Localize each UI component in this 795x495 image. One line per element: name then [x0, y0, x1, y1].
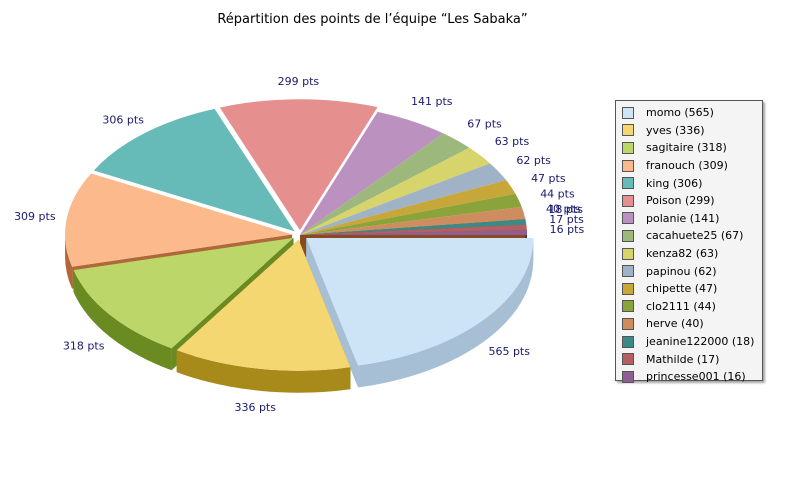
data-label-franouch: 309 pts: [14, 210, 56, 223]
legend-label: cacahuete25 (67): [646, 229, 744, 243]
chart-title: Répartition des points de l’équipe “Les …: [217, 12, 528, 27]
legend-item-franouch: franouch (309): [622, 157, 762, 175]
data-label-sagitaire: 318 pts: [63, 340, 105, 353]
pie-slice-king: [93, 108, 295, 232]
legend-item-Mathilde: Mathilde (17): [622, 350, 762, 368]
pie-slice-side-franouch: [65, 234, 73, 289]
legend-label: sagitaire (318): [646, 141, 727, 155]
legend-label: jeanine122000 (18): [646, 335, 755, 349]
pie-slice-kenza82: [300, 147, 491, 235]
legend-swatch: [622, 177, 634, 190]
data-label-princesse001: 16 pts: [550, 223, 585, 236]
data-label-Poison: 299 pts: [278, 75, 320, 88]
pie-slice-princesse001: [300, 230, 527, 235]
legend-label: clo2111 (44): [646, 299, 716, 313]
legend-item-jeanine122000: jeanine122000 (18): [622, 333, 762, 351]
legend-item-cacahuete25: cacahuete25 (67): [622, 227, 762, 245]
pie-slice-Poison: [219, 99, 378, 231]
legend-item-chipette: chipette (47): [622, 280, 762, 298]
pie-slice-franouch: [65, 173, 293, 267]
pie-slice-clo2111: [300, 193, 522, 235]
pie-slice-sagitaire: [73, 237, 294, 349]
legend-swatch: [622, 265, 634, 278]
chart-legend: momo (565) yves (336) sagitaire (318) frano…: [615, 100, 763, 383]
data-label-momo: 565 pts: [488, 345, 530, 358]
pie-slice-momo: [306, 237, 534, 366]
data-label-chipette: 47 pts: [531, 172, 566, 185]
legend-label: papinou (62): [646, 264, 717, 278]
legend-item-Poison: Poison (299): [622, 192, 762, 210]
legend-item-polanie: polanie (141): [622, 210, 762, 228]
legend-item-momo: momo (565): [622, 104, 762, 122]
pie-slice-jeanine122000: [300, 219, 527, 235]
legend-label: kenza82 (63): [646, 247, 719, 261]
legend-swatch: [622, 335, 634, 348]
legend-item-herve: herve (40): [622, 315, 762, 333]
legend-swatch: [622, 159, 634, 172]
legend-label: Poison (299): [646, 194, 715, 208]
legend-item-kenza82: kenza82 (63): [622, 245, 762, 263]
legend-swatch: [622, 194, 634, 207]
data-label-herve: 40 pts: [546, 202, 581, 215]
legend-swatch: [622, 212, 634, 225]
data-label-polanie: 141 pts: [411, 95, 453, 108]
pie-slice-side-momo: [358, 237, 534, 388]
legend-swatch: [622, 141, 634, 154]
data-label-yves: 336 pts: [234, 401, 276, 414]
legend-label: Mathilde (17): [646, 352, 720, 366]
data-label-clo2111: 44 pts: [540, 187, 575, 200]
pie-slice-cacahuete25: [300, 133, 470, 235]
legend-swatch: [622, 229, 634, 242]
pie-slice-chipette: [300, 180, 516, 235]
legend-item-sagitaire: sagitaire (318): [622, 139, 762, 157]
pie-slice-edge-momo: [306, 237, 359, 388]
legend-swatch: [622, 106, 634, 119]
legend-swatch: [622, 124, 634, 137]
pie-chart: 565 pts 336 pts 318 pts 309 pts 306 pts 299 p…: [14, 75, 585, 414]
legend-item-king: king (306): [622, 174, 762, 192]
legend-label: yves (336): [646, 123, 705, 137]
data-label-kenza82: 63 pts: [495, 135, 530, 148]
data-label-jeanine122000: 18 pts: [548, 203, 583, 216]
legend-label: momo (565): [646, 106, 714, 120]
pie-slice-yves: [176, 239, 351, 371]
legend-item-clo2111: clo2111 (44): [622, 298, 762, 316]
pie-slice-side-yves: [176, 350, 351, 393]
legend-label: king (306): [646, 176, 703, 190]
pie-slice-side-sagitaire: [73, 270, 172, 371]
data-label-papinou: 62 pts: [516, 154, 551, 167]
legend-item-yves: yves (336): [622, 122, 762, 140]
legend-swatch: [622, 353, 634, 366]
data-label-king: 306 pts: [102, 113, 144, 126]
legend-label: herve (40): [646, 317, 704, 331]
legend-swatch: [622, 317, 634, 330]
legend-label: chipette (47): [646, 282, 718, 296]
pie-slice-Mathilde: [300, 224, 527, 235]
pie-slice-polanie: [300, 111, 444, 235]
pie-slice-papinou: [300, 163, 507, 235]
legend-swatch: [622, 370, 634, 383]
legend-swatch: [622, 282, 634, 295]
data-label-cacahuete25: 67 pts: [467, 117, 502, 130]
legend-label: polanie (141): [646, 211, 720, 225]
legend-item-papinou: papinou (62): [622, 262, 762, 280]
pie-slice-herve: [300, 206, 526, 235]
data-label-Mathilde: 17 pts: [549, 213, 584, 226]
legend-swatch: [622, 300, 634, 313]
legend-label: franouch (309): [646, 159, 728, 173]
legend-swatch: [622, 247, 634, 260]
legend-label: princesse001 (16): [646, 370, 746, 384]
legend-item-princesse001: princesse001 (16): [622, 368, 762, 386]
